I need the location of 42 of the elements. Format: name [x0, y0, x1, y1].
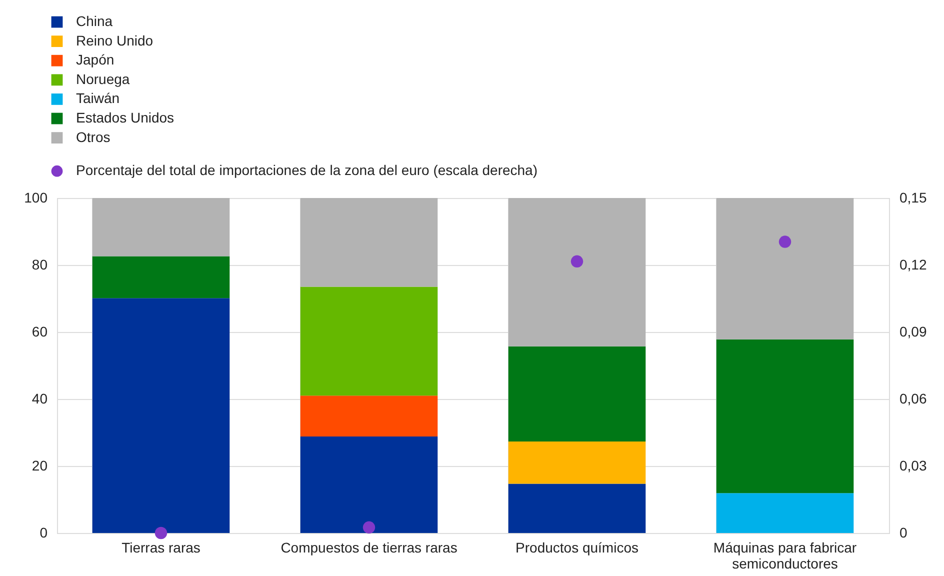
bar: [92, 198, 230, 256]
bar: [508, 346, 646, 442]
bar: [300, 198, 438, 287]
legend-label: Otros: [76, 128, 110, 145]
y-tick-label: 20: [32, 458, 48, 474]
point: [154, 526, 168, 540]
legend-label: Estados Unidos: [76, 110, 174, 126]
bar: [92, 298, 230, 533]
y2-tick-label: 0,09: [900, 324, 927, 340]
bar: [508, 198, 646, 346]
bar: [508, 442, 646, 484]
y2-tick-label: 0,06: [900, 390, 927, 406]
legend-label: Reino Unido: [76, 32, 154, 48]
legend-label: China: [76, 13, 113, 29]
y-tick-label: 40: [32, 390, 48, 406]
bar: [716, 198, 854, 340]
legend-label: Taiwán: [76, 90, 120, 106]
y-tick-label: 60: [32, 324, 48, 340]
legend-label: Noruega: [76, 70, 130, 87]
bar: [300, 396, 438, 437]
x-tick-label: Máquinas para fabricar semiconductores: [713, 540, 857, 572]
x-tick-label: Productos químicos: [516, 540, 638, 556]
point: [362, 521, 376, 534]
point: [778, 236, 792, 248]
y2-tick-label: 0: [900, 524, 908, 540]
bar: [508, 484, 646, 533]
y2-tick-label: 0,12: [900, 256, 927, 272]
legend-label: Japón: [76, 52, 114, 68]
bar: [92, 256, 230, 298]
bar: [716, 493, 854, 533]
bar: [300, 436, 438, 533]
y-tick-label: 0: [40, 524, 48, 540]
y-tick-label: 80: [32, 256, 48, 272]
bar: [716, 339, 854, 494]
y2-tick-label: 0,03: [900, 458, 927, 474]
legend-label: Porcentaje del total de importaciones de la zona del euro (escala derecha): [76, 162, 538, 178]
x-tick-label: Compuestos de tierras raras: [280, 540, 458, 556]
y2-tick-label: 0,15: [900, 190, 927, 206]
x-tick-label: Tierras raras: [122, 540, 200, 556]
point: [570, 255, 584, 268]
y-tick-label: 100: [24, 190, 48, 206]
bar: [300, 286, 438, 396]
